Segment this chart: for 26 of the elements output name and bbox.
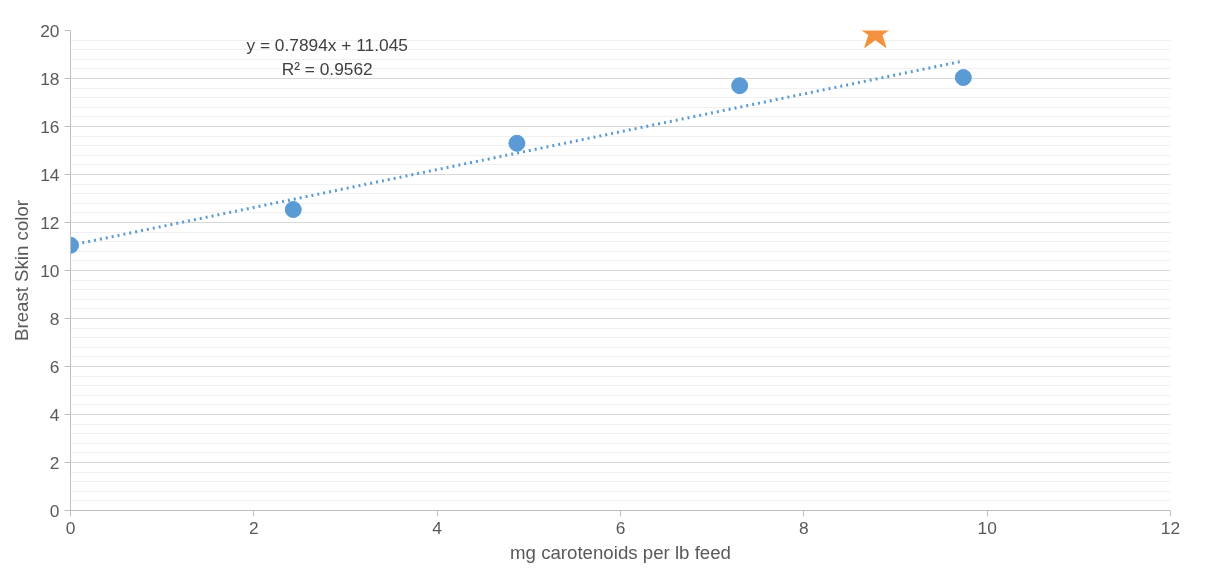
y-tick-label: 20	[40, 20, 60, 41]
x-tick-label: 6	[615, 517, 626, 538]
y-tick-label: 14	[40, 164, 60, 185]
point	[508, 134, 526, 152]
y-tick-label: 16	[40, 116, 60, 137]
y-tick-label: 0	[49, 500, 60, 521]
y-tick-label: 12	[40, 212, 60, 233]
annotation: y = 0.7894x + 11.045	[246, 34, 408, 55]
x-axis-title: mg carotenoids per lb feed	[510, 541, 731, 563]
y-tick-label: 10	[40, 260, 60, 281]
y-tick-label: 6	[49, 356, 60, 377]
point	[284, 201, 302, 219]
x-tick-label: 10	[977, 517, 997, 538]
annotation: R² = 0.9562	[281, 58, 373, 79]
x-tick-label: 8	[799, 517, 809, 538]
x-tick-label: 12	[1160, 517, 1181, 538]
y-axis-title: Breast Skin color	[11, 199, 33, 342]
y-tick-label: 8	[49, 308, 60, 329]
y-tick-label: 18	[40, 68, 60, 89]
x-tick-label: 0	[65, 517, 76, 538]
x-tick-label: 2	[249, 517, 259, 538]
x-tick-label: 4	[432, 517, 443, 538]
y-tick-label: 2	[49, 452, 60, 473]
point	[731, 77, 749, 95]
point	[954, 69, 972, 87]
y-tick-label: 4	[49, 404, 60, 425]
